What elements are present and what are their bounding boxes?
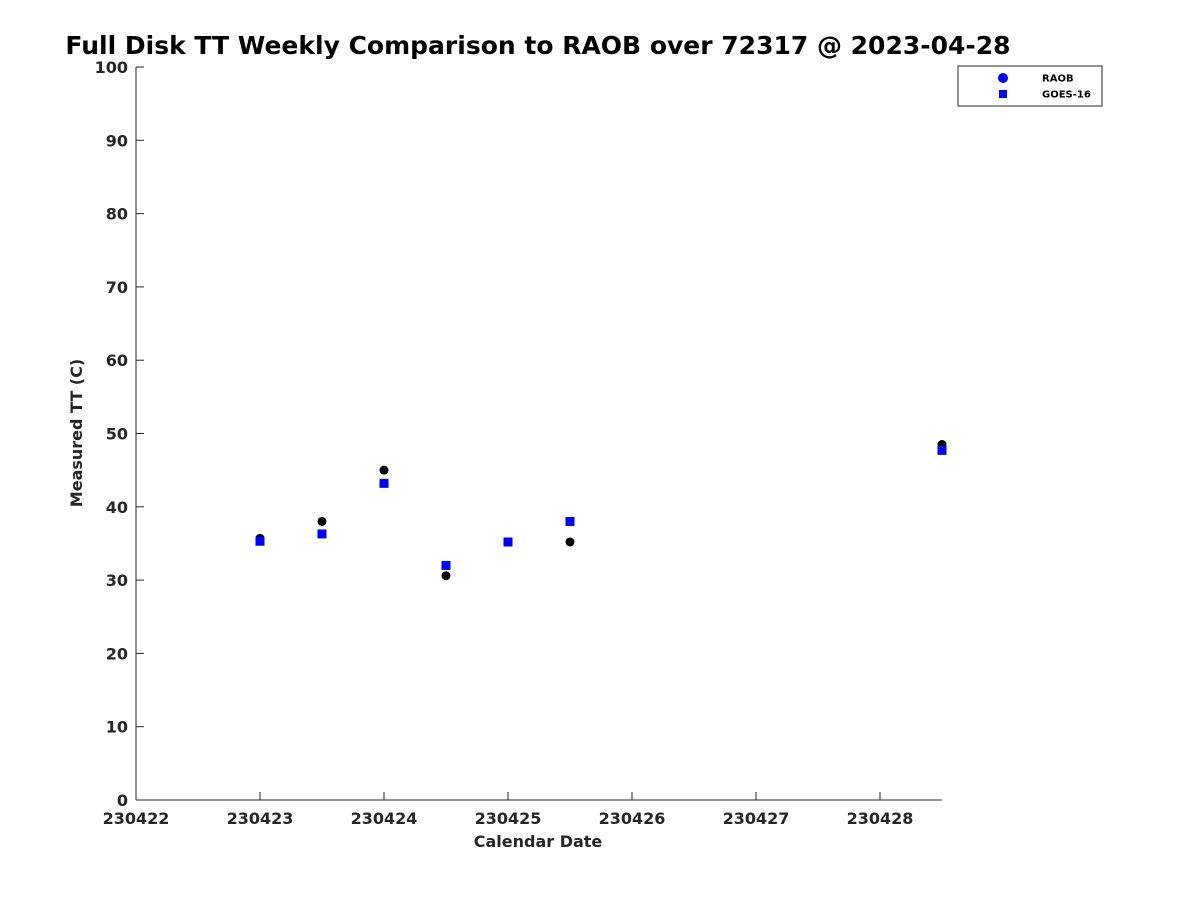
goes16-point <box>317 529 327 539</box>
goes16-point <box>503 537 513 547</box>
y-tick-label: 0 <box>117 791 128 810</box>
legend-label: GOES-16 <box>1042 90 1091 101</box>
y-tick-label: 100 <box>95 58 128 77</box>
x-tick-label: 230422 <box>103 809 170 828</box>
y-tick-label: 80 <box>106 205 128 224</box>
y-tick-label: 10 <box>106 718 128 737</box>
y-axis-label: Measured TT (C) <box>67 359 86 507</box>
raob-point <box>441 571 451 581</box>
raob-point <box>317 516 327 526</box>
goes16-point <box>441 560 451 570</box>
y-tick-label: 70 <box>106 278 128 297</box>
x-tick-label: 230428 <box>847 809 914 828</box>
x-axis-label: Calendar Date <box>474 832 603 851</box>
x-tick-label: 230425 <box>475 809 542 828</box>
legend-marker-goes16 <box>999 90 1007 98</box>
x-tick-label: 230426 <box>599 809 666 828</box>
chart-title: Full Disk TT Weekly Comparison to RAOB o… <box>65 31 1010 60</box>
y-tick-label: 40 <box>106 498 128 517</box>
y-tick-label: 30 <box>106 571 128 590</box>
chart-legend: RAOB GOES-16 <box>957 65 1103 107</box>
y-tick-label: 20 <box>106 644 128 663</box>
goes16-point <box>565 516 575 526</box>
x-tick-label: 230424 <box>351 809 418 828</box>
legend-label: RAOB <box>1042 74 1074 85</box>
y-tick-label: 60 <box>106 351 128 370</box>
data-points <box>255 439 947 581</box>
raob-point <box>379 465 389 475</box>
y-tick-label: 90 <box>106 131 128 150</box>
goes16-point <box>379 478 389 488</box>
goes16-point <box>255 536 265 546</box>
x-tick-label: 230427 <box>723 809 790 828</box>
x-tick-label: 230423 <box>227 809 294 828</box>
plot-axes: 0 10 20 30 40 50 60 70 80 90 100 230422 230423 230424… <box>95 58 942 828</box>
legend-marker-raob <box>998 73 1008 83</box>
raob-point <box>565 537 575 547</box>
legend-box <box>957 65 1103 107</box>
goes16-point <box>937 445 947 455</box>
y-tick-label: 50 <box>106 425 128 444</box>
